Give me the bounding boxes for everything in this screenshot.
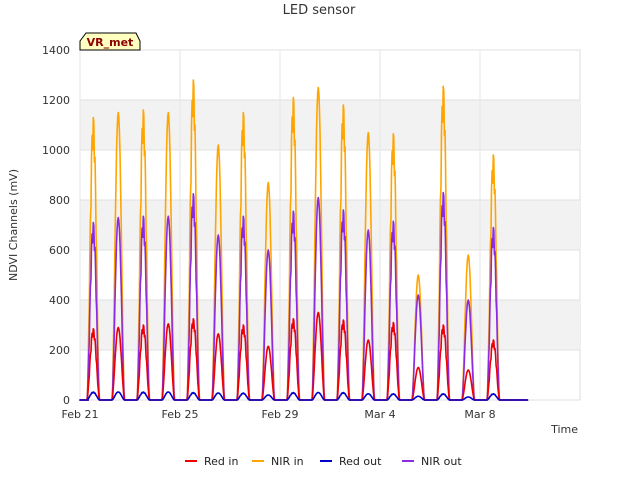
grid-lines (79, 49, 580, 401)
y-axis: 0 200 400 600 800 1000 1200 1400 (42, 44, 70, 407)
grid-band (80, 100, 580, 150)
chart-title: LED sensor (283, 3, 356, 18)
y-tick-label: 800 (49, 194, 70, 207)
grid-band (80, 300, 580, 350)
y-axis-label: NDVI Channels (mV) (7, 169, 20, 281)
legend-label: Red in (204, 455, 238, 468)
x-tick-label: Mar 8 (464, 408, 495, 421)
legend-label: NIR out (421, 455, 462, 468)
legend-label: NIR in (271, 455, 304, 468)
series-line-red-out (79, 391, 529, 401)
series-line-red-in (79, 311, 529, 401)
y-tick-label: 400 (49, 294, 70, 307)
x-axis-label: Time (550, 423, 578, 436)
grid-band (80, 200, 580, 250)
y-tick-label: 1200 (42, 94, 70, 107)
series-line-nir-out (79, 191, 529, 401)
y-tick-label: 200 (49, 344, 70, 357)
y-tick-label: 1400 (42, 44, 70, 57)
badge-shape (79, 32, 141, 51)
x-axis: Feb 21 Feb 25 Feb 29 Mar 4 Mar 8 (62, 408, 496, 421)
badge-label: VR_met (87, 36, 134, 49)
y-tick-label: 0 (63, 394, 70, 407)
x-tick-label: Feb 21 (62, 408, 99, 421)
series-layer (79, 79, 529, 401)
legend: Red in NIR in Red out NIR out (185, 455, 462, 468)
legend-label: Red out (339, 455, 382, 468)
y-tick-label: 1000 (42, 144, 70, 157)
vr-met-badge: VR_met (79, 32, 141, 51)
x-tick-label: Mar 4 (364, 408, 395, 421)
y-tick-label: 600 (49, 244, 70, 257)
x-tick-label: Feb 25 (162, 408, 199, 421)
x-tick-label: Feb 29 (262, 408, 299, 421)
